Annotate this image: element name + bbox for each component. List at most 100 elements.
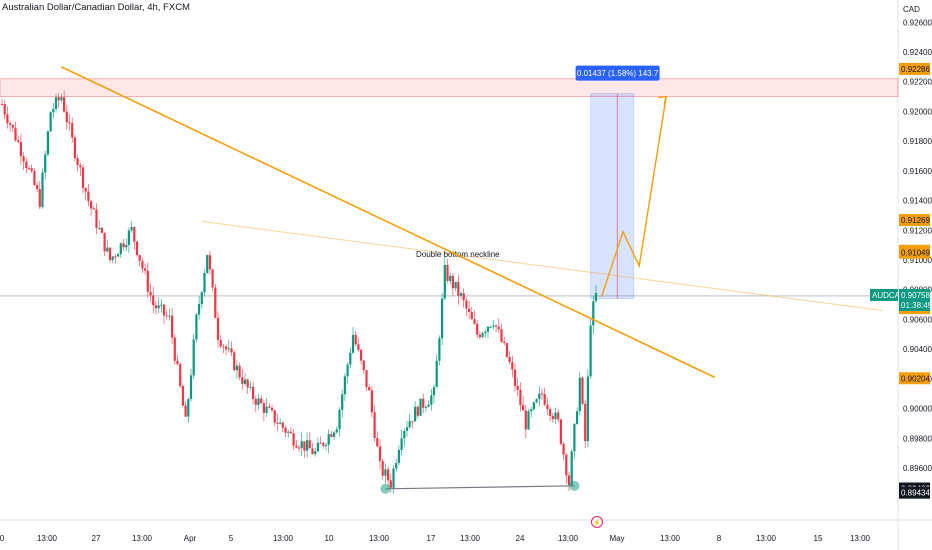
candle-body [30, 168, 33, 172]
candle-body [360, 349, 363, 361]
candle-body [19, 142, 22, 157]
symbol-tag: AUDCAD [872, 291, 906, 300]
x-tick-label: 0 [0, 534, 5, 543]
candle-body [441, 298, 444, 339]
x-tick-label: 13:00 [660, 534, 681, 543]
current-price-tag-bg [899, 288, 930, 311]
candle-body [73, 137, 76, 159]
candle-body [341, 394, 344, 410]
candle-body [63, 97, 66, 112]
candle-body [546, 404, 549, 410]
x-tick-label: 17 [427, 534, 436, 543]
price-tag-bg [899, 246, 930, 259]
candle-body [497, 326, 500, 330]
candle-body [0, 104, 4, 105]
candle-body [397, 449, 400, 463]
candle-body [119, 243, 122, 255]
x-tick-label: 13:00 [850, 534, 871, 543]
candle-body [84, 188, 87, 192]
candle-body [343, 376, 346, 395]
candle-body [589, 325, 592, 377]
candle-body [192, 339, 195, 376]
y-tick-label: 0.91400 [903, 197, 932, 206]
candle-body [562, 443, 565, 455]
candle-body [462, 293, 465, 301]
y-tick-label: 0.90000 [903, 405, 932, 414]
x-tick-label: 13:00 [756, 534, 777, 543]
candle-body [25, 161, 28, 169]
x-tick-label: Apr [184, 534, 197, 543]
candle-body [246, 379, 249, 388]
candle-body [457, 282, 460, 296]
candle-body [295, 445, 298, 448]
candle-body [49, 112, 52, 132]
x-tick-label: 10 [325, 534, 334, 543]
candle-body [117, 254, 120, 257]
double-bottom-line [385, 485, 575, 490]
candle-body [9, 123, 12, 125]
candle-body [287, 431, 290, 433]
candle-body [400, 438, 403, 450]
chart-title: Australian Dollar/Canadian Dollar, 4h, F… [2, 2, 190, 13]
projection-arrowhead [658, 95, 668, 105]
candle-body [162, 304, 166, 316]
candle-body [365, 370, 368, 388]
candle-body [532, 402, 535, 410]
candle-body [281, 422, 284, 428]
candle-body [473, 319, 476, 324]
candle-body [432, 387, 436, 396]
candle-body [538, 393, 541, 400]
candle-body [549, 409, 552, 416]
candle-body [459, 293, 463, 296]
candle-body [27, 168, 31, 170]
candle-body [262, 403, 265, 413]
price-tag-bg [899, 372, 930, 385]
candle-body [98, 227, 101, 229]
candle-body [422, 398, 425, 408]
candle-body [160, 304, 163, 306]
x-tick-label: 13:00 [460, 534, 481, 543]
x-tick-label: 13:00 [273, 534, 294, 543]
candle-body [141, 261, 144, 269]
current-price: 0.90758 [901, 291, 930, 300]
candle-body [500, 329, 503, 342]
candle-body [492, 325, 495, 327]
price-tag: 0.91049 [901, 249, 930, 258]
candle-body [308, 440, 311, 449]
candle-body [524, 410, 527, 430]
candle-body [594, 293, 598, 302]
candle-body [249, 386, 252, 388]
candle-body [65, 111, 68, 123]
candle-body [381, 461, 384, 476]
candle-body [46, 131, 49, 155]
candle-body [478, 334, 481, 338]
candle-body [227, 348, 230, 350]
candle-body [362, 360, 365, 371]
candle-body [554, 412, 557, 420]
candle-body [567, 475, 571, 485]
candle-body [470, 311, 473, 320]
candle-body [6, 114, 9, 124]
candle-body [243, 379, 247, 384]
x-tick-label: 15 [814, 534, 823, 543]
candle-body [92, 208, 95, 210]
candle-body [71, 123, 74, 138]
candle-body [581, 377, 584, 404]
candle-body [68, 122, 71, 124]
candle-body [157, 305, 160, 309]
candle-body [179, 364, 182, 387]
symbol-tag-bg [870, 288, 898, 301]
candle-body [454, 282, 457, 289]
x-tick-label: 27 [92, 534, 101, 543]
y-tick-label: 0.90400 [903, 345, 932, 354]
candle-body [57, 97, 60, 101]
candle-body [14, 127, 17, 141]
candle-body [176, 360, 179, 365]
candle-body [279, 422, 282, 424]
candle-body [276, 422, 279, 424]
candle-body [60, 97, 63, 101]
y-tick-label: 0.92200 [903, 78, 932, 87]
candle-body [557, 412, 560, 420]
candle-body [17, 140, 20, 143]
